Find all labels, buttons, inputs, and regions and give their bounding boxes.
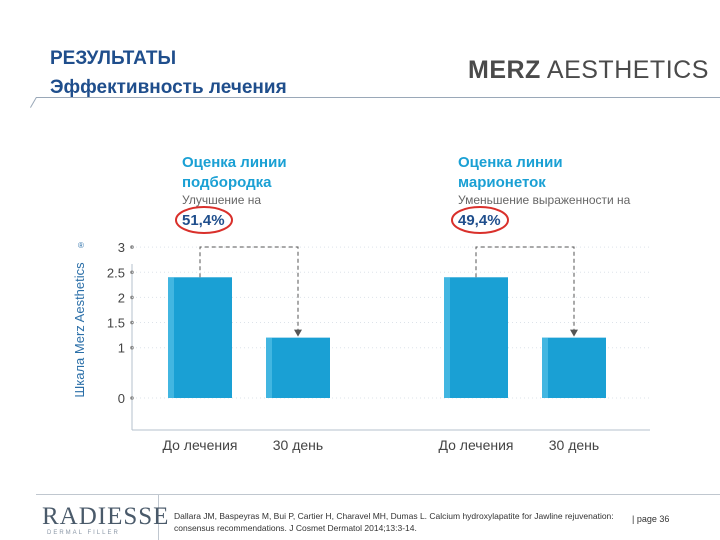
y-axis-label-sup: ® [78, 241, 84, 250]
logo-merz: MERZ [468, 56, 541, 84]
y-tick-label: 2 [118, 290, 125, 305]
group-heading-line-1: Оценка линии [182, 154, 287, 171]
title-divider [36, 97, 720, 98]
x-category-label: 30 день [273, 437, 323, 453]
group-heading-line-2: подбородка [182, 174, 272, 191]
x-category-label: 30 день [549, 437, 599, 453]
group-subheading: Улучшение на [182, 193, 261, 207]
merz-aesthetics-logo: MERZ AESTHETICS [468, 56, 709, 85]
bar [266, 337, 330, 398]
change-arrowhead [570, 329, 578, 337]
logo-aesthetics: AESTHETICS [540, 56, 709, 84]
bar-highlight [542, 337, 548, 398]
group-subheading: Уменьшение выраженности на [458, 193, 631, 207]
change-arrowhead [294, 329, 302, 337]
highlight-circle [451, 206, 509, 234]
bar-highlight [444, 277, 450, 398]
y-tick-label: 1.5 [107, 316, 125, 331]
highlight-circle [175, 206, 233, 234]
radiesse-logo: RADIESSE [42, 503, 170, 530]
bar [444, 277, 508, 398]
footer-vertical-divider [158, 494, 159, 540]
group-heading-line-1: Оценка линии [458, 154, 563, 171]
group-highlight-value: 51,4% [182, 212, 225, 229]
title-line-1: РЕЗУЛЬТАТЫ [50, 48, 177, 69]
footer-divider [36, 494, 720, 495]
group-highlight-value: 49,4% [458, 212, 501, 229]
bar [542, 337, 606, 398]
page-title: РЕЗУЛЬТАТЫ Эффективность лечения [50, 44, 287, 102]
y-tick-label: 1 [118, 341, 125, 356]
title-divider-tick [30, 97, 37, 108]
x-category-label: До лечения [438, 437, 513, 453]
change-connector [475, 246, 575, 332]
page-number: | page 36 [632, 514, 670, 524]
group-heading-line-2: марионеток [458, 174, 546, 191]
bar-chart: Шкала Merz Aesthetics ® 3 2.5 2 1.5 1 0 Оценка л… [72, 154, 650, 453]
y-tick-label: 0 [118, 391, 125, 406]
citation: Dallara JM, Baspeyras M, Bui P, Cartier … [174, 511, 614, 533]
y-tick-label: 3 [118, 240, 125, 255]
x-category-label: До лечения [162, 437, 237, 453]
y-tick-label: 2.5 [107, 265, 125, 280]
change-connector [199, 246, 299, 332]
y-axis-label: Шкала Merz Aesthetics [72, 262, 87, 398]
bar-highlight [266, 337, 272, 398]
title-line-2: Эффективность лечения [50, 77, 287, 98]
radiesse-logo-subtitle: DERMAL FILLER [47, 530, 120, 536]
bar [168, 277, 232, 398]
bar-highlight [168, 277, 174, 398]
